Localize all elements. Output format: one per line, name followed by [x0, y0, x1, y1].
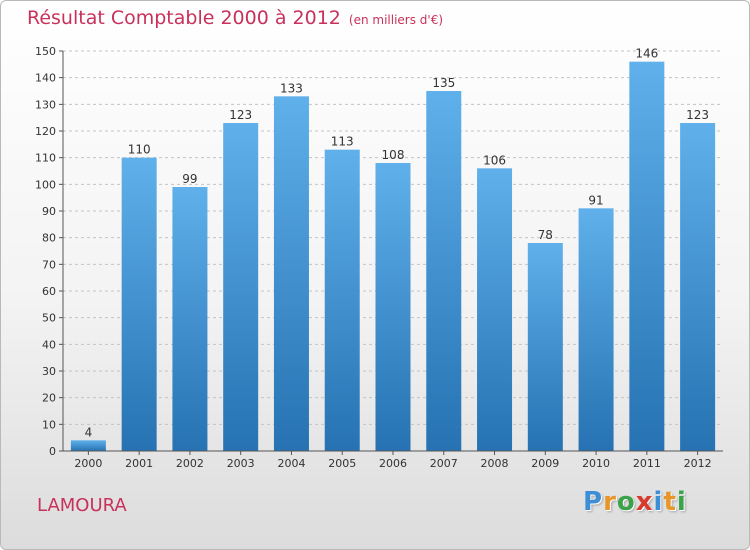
data-label: 110 — [128, 143, 151, 157]
data-label: 135 — [432, 76, 455, 90]
logo-letter: i — [653, 487, 664, 517]
bar — [70, 440, 106, 451]
data-label: 4 — [85, 425, 93, 439]
data-label: 123 — [229, 108, 252, 122]
data-label: 146 — [635, 47, 658, 61]
x-tick-label: 2008 — [481, 457, 509, 470]
bar-chart: 0 10 20 30 40 50 60 70 80 90 100 110 120 130 140 150 4 11… — [35, 45, 723, 470]
bar — [629, 61, 665, 452]
y-tick-label: 0 — [49, 445, 56, 458]
x-tick-label: 2006 — [379, 457, 407, 470]
y-tick-label: 20 — [42, 392, 56, 405]
y-tick-label: 40 — [42, 338, 56, 351]
bar — [527, 243, 563, 451]
bar — [680, 123, 716, 451]
bar — [578, 208, 614, 451]
chart-subtitle: (en milliers d'€) — [348, 13, 444, 27]
data-label: 78 — [538, 228, 553, 242]
y-tick-label: 90 — [42, 205, 56, 218]
y-tick-label: 30 — [42, 365, 56, 378]
logo-letter: t — [663, 487, 677, 517]
x-tick-label: 2002 — [176, 457, 204, 470]
y-tick-label: 50 — [42, 312, 56, 325]
proxiti-logo: Proxiti — [583, 487, 687, 517]
logo-letter: o — [616, 487, 636, 517]
x-tick-label: 2012 — [684, 457, 712, 470]
logo-letter: i — [676, 487, 687, 517]
x-tick-label: 2000 — [74, 457, 102, 470]
y-tick-label: 10 — [42, 418, 56, 431]
bar — [121, 157, 157, 451]
bar — [477, 168, 513, 452]
y-tick-label: 70 — [42, 258, 56, 271]
data-label: 108 — [382, 148, 405, 162]
x-tick-label: 2007 — [430, 457, 458, 470]
x-tick-label: 2009 — [531, 457, 559, 470]
y-tick-label: 140 — [35, 72, 56, 85]
data-label: 133 — [280, 81, 303, 95]
logo-letter: x — [635, 487, 654, 517]
bar — [223, 123, 259, 451]
x-tick-label: 2005 — [328, 457, 356, 470]
data-label: 91 — [588, 193, 603, 207]
y-tick-label: 60 — [42, 285, 56, 298]
x-tick-label: 2011 — [633, 457, 661, 470]
data-label: 106 — [483, 153, 506, 167]
bar — [273, 96, 309, 451]
y-tick-label: 120 — [35, 125, 56, 138]
bar — [426, 91, 462, 451]
place-name: LAMOURA — [37, 495, 127, 516]
y-tick-label: 100 — [35, 178, 56, 191]
title-text: Résultat Comptable 2000 à 2012 — [27, 7, 341, 29]
data-label: 99 — [182, 172, 197, 186]
data-label: 123 — [686, 108, 709, 122]
y-tick-label: 80 — [42, 232, 56, 245]
y-tick-label: 130 — [35, 98, 56, 111]
bar — [172, 187, 208, 451]
x-tick-label: 2001 — [125, 457, 153, 470]
chart-title: Résultat Comptable 2000 à 2012 (en millie… — [27, 7, 443, 29]
x-tick-label: 2010 — [582, 457, 610, 470]
y-tick-label: 110 — [35, 152, 56, 165]
x-tick-label: 2003 — [227, 457, 255, 470]
logo-letter: r — [603, 487, 617, 517]
bar — [375, 163, 411, 451]
bar — [324, 149, 360, 451]
y-tick-label: 150 — [35, 45, 56, 58]
logo-letter: P — [583, 487, 604, 517]
x-tick-label: 2004 — [277, 457, 305, 470]
data-label: 113 — [331, 135, 354, 149]
